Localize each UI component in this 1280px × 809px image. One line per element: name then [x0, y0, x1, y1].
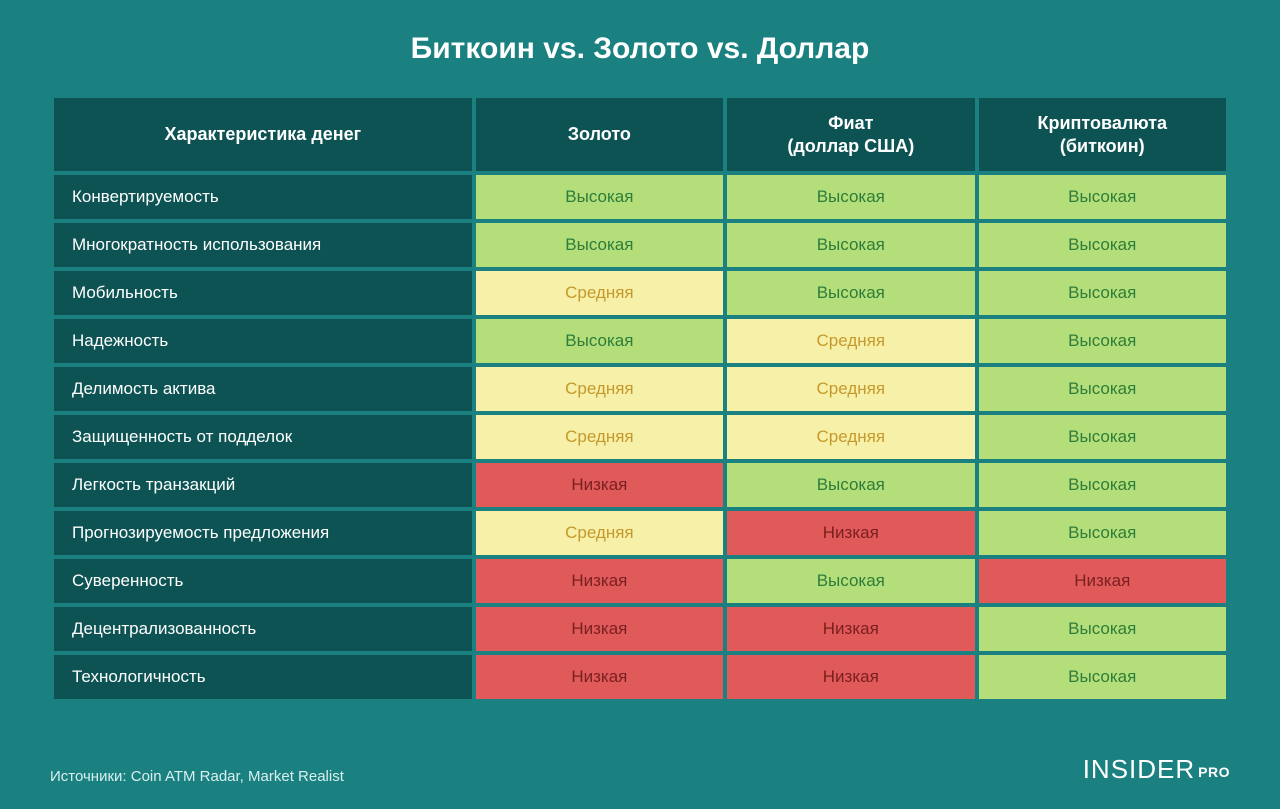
brand-logo: INSIDERPRO [1083, 754, 1230, 785]
table-row: ДецентрализованностьНизкаяНизкаяВысокая [54, 607, 1226, 651]
table-row: НадежностьВысокаяСредняяВысокая [54, 319, 1226, 363]
value-cell: Средняя [476, 367, 723, 411]
row-label: Децентрализованность [54, 607, 472, 651]
value-cell: Низкая [727, 511, 974, 555]
row-label: Суверенность [54, 559, 472, 603]
value-cell: Высокая [979, 175, 1226, 219]
col-header-fiat: Фиат(доллар США) [727, 98, 974, 171]
logo-main: INSIDER [1083, 754, 1195, 785]
value-cell: Высокая [979, 655, 1226, 699]
row-label: Мобильность [54, 271, 472, 315]
value-cell: Низкая [476, 655, 723, 699]
row-label: Легкость транзакций [54, 463, 472, 507]
page-title: Биткоин vs. Золото vs. Доллар [50, 32, 1230, 66]
value-cell: Низкая [979, 559, 1226, 603]
value-cell: Средняя [727, 415, 974, 459]
table-row: Прогнозируемость предложенияСредняяНизка… [54, 511, 1226, 555]
value-cell: Высокая [727, 271, 974, 315]
value-cell: Низкая [476, 463, 723, 507]
col-header-crypto: Криптовалюта(биткоин) [979, 98, 1226, 171]
value-cell: Высокая [476, 175, 723, 219]
value-cell: Высокая [979, 511, 1226, 555]
row-label: Защищенность от подделок [54, 415, 472, 459]
logo-suffix: PRO [1198, 764, 1230, 780]
row-label: Конвертируемость [54, 175, 472, 219]
row-label: Делимость актива [54, 367, 472, 411]
value-cell: Средняя [727, 319, 974, 363]
value-cell: Высокая [476, 319, 723, 363]
value-cell: Высокая [727, 559, 974, 603]
value-cell: Низкая [476, 607, 723, 651]
table-row: МобильностьСредняяВысокаяВысокая [54, 271, 1226, 315]
table-body: КонвертируемостьВысокаяВысокаяВысокаяМно… [54, 175, 1226, 699]
value-cell: Средняя [727, 367, 974, 411]
table-row: КонвертируемостьВысокаяВысокаяВысокая [54, 175, 1226, 219]
table-row: СуверенностьНизкаяВысокаяНизкая [54, 559, 1226, 603]
value-cell: Низкая [727, 607, 974, 651]
table-row: Многократность использованияВысокаяВысок… [54, 223, 1226, 267]
table-row: Легкость транзакцийНизкаяВысокаяВысокая [54, 463, 1226, 507]
value-cell: Средняя [476, 415, 723, 459]
row-label: Технологичность [54, 655, 472, 699]
value-cell: Высокая [979, 607, 1226, 651]
value-cell: Высокая [979, 463, 1226, 507]
sources-text: Источники: Coin ATM Radar, Market Realis… [50, 768, 344, 785]
comparison-table: Характеристика денег Золото Фиат(доллар … [50, 94, 1230, 703]
value-cell: Высокая [727, 175, 974, 219]
value-cell: Высокая [727, 223, 974, 267]
table-row: Делимость активаСредняяСредняяВысокая [54, 367, 1226, 411]
value-cell: Высокая [979, 367, 1226, 411]
value-cell: Средняя [476, 271, 723, 315]
table-header-row: Характеристика денег Золото Фиат(доллар … [54, 98, 1226, 171]
value-cell: Низкая [476, 559, 723, 603]
value-cell: Высокая [979, 223, 1226, 267]
row-label: Надежность [54, 319, 472, 363]
value-cell: Высокая [979, 271, 1226, 315]
value-cell: Высокая [979, 415, 1226, 459]
table-row: ТехнологичностьНизкаяНизкаяВысокая [54, 655, 1226, 699]
table-row: Защищенность от подделокСредняяСредняяВы… [54, 415, 1226, 459]
value-cell: Средняя [476, 511, 723, 555]
value-cell: Высокая [727, 463, 974, 507]
col-header-characteristic: Характеристика денег [54, 98, 472, 171]
value-cell: Высокая [476, 223, 723, 267]
row-label: Многократность использования [54, 223, 472, 267]
value-cell: Высокая [979, 319, 1226, 363]
value-cell: Низкая [727, 655, 974, 699]
col-header-gold: Золото [476, 98, 723, 171]
row-label: Прогнозируемость предложения [54, 511, 472, 555]
